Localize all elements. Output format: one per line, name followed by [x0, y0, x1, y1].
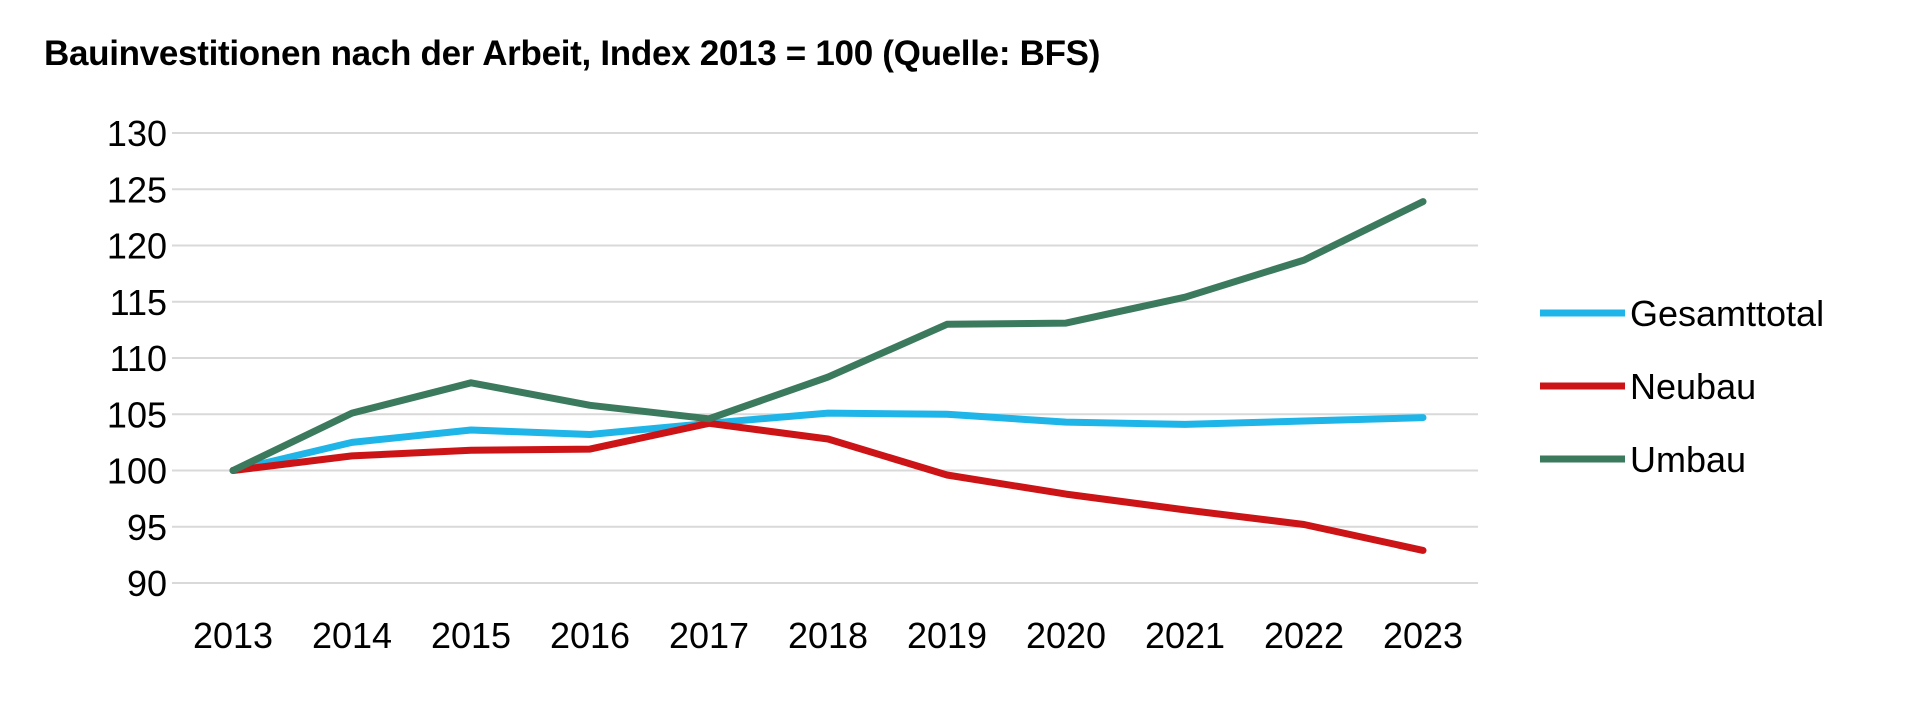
- legend-label-umbau: Umbau: [1630, 439, 1746, 480]
- y-tick-label: 110: [110, 338, 167, 379]
- series-line-neubau: [229, 419, 1427, 554]
- series-line-gesamttotal: [229, 409, 1427, 474]
- x-tick-label: 2015: [431, 615, 511, 656]
- x-axis-tick-labels: 2013 2014 2015 2016 2017 2018 2019 2020 2021 2022…: [193, 615, 1463, 656]
- x-tick-label: 2021: [1145, 615, 1225, 656]
- x-tick-label: 2022: [1264, 615, 1344, 656]
- y-tick-label: 100: [107, 451, 167, 492]
- y-tick-label: 115: [110, 282, 167, 323]
- x-tick-label: 2014: [312, 615, 392, 656]
- series-line-umbau: [229, 198, 1427, 474]
- x-tick-label: 2016: [550, 615, 630, 656]
- legend-label-neubau: Neubau: [1630, 366, 1756, 407]
- y-axis-tick-labels: 90 95 100 105 110 115 120 125 130: [107, 113, 167, 604]
- x-tick-label: 2019: [907, 615, 987, 656]
- x-tick-label: 2013: [193, 615, 273, 656]
- chart-title: Bauinvestitionen nach der Arbeit, Index …: [44, 34, 1101, 73]
- y-tick-label: 105: [107, 394, 167, 435]
- gridlines: [172, 132, 1478, 584]
- x-tick-label: 2020: [1026, 615, 1106, 656]
- x-tick-label: 2023: [1383, 615, 1463, 656]
- series-lines: [229, 198, 1427, 554]
- legend-label-gesamttotal: Gesamttotal: [1630, 293, 1824, 334]
- y-tick-label: 130: [107, 113, 167, 154]
- legend: Gesamttotal Neubau Umbau: [1540, 293, 1824, 480]
- x-tick-label: 2018: [788, 615, 868, 656]
- y-tick-label: 120: [107, 226, 167, 267]
- y-tick-label: 95: [127, 507, 167, 548]
- x-tick-label: 2017: [669, 615, 749, 656]
- y-tick-label: 125: [107, 169, 167, 210]
- y-tick-label: 90: [127, 563, 167, 604]
